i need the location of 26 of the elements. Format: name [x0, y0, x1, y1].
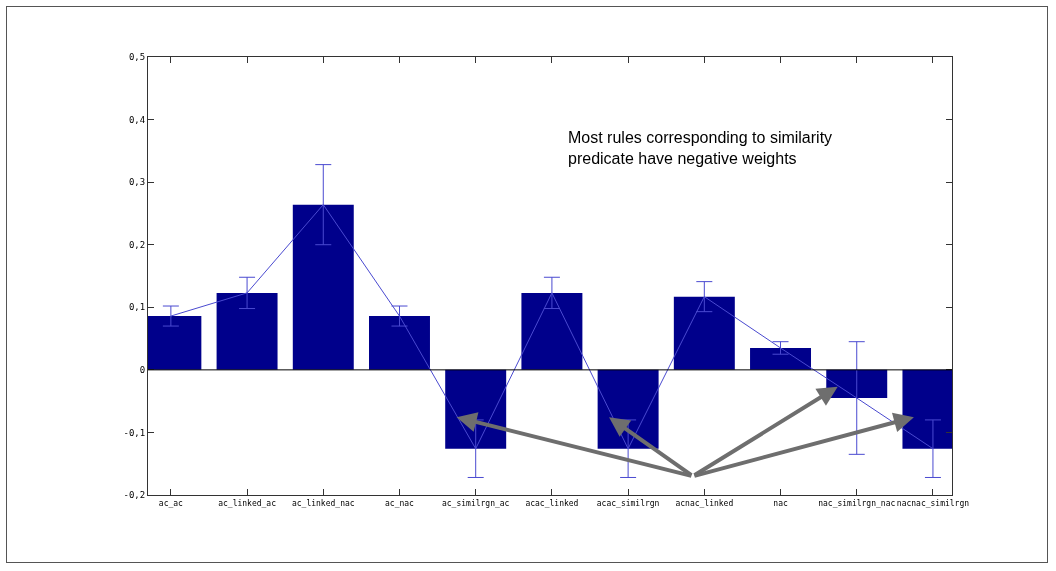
x-tick-label: ac_nac — [385, 498, 415, 508]
bar — [369, 316, 430, 370]
x-tick-label: nac_similrgn_nac — [818, 498, 896, 508]
bar — [292, 204, 354, 370]
x-tick-label: ac_linked_ac — [218, 498, 277, 508]
y-tick-label: 0 — [139, 365, 146, 376]
x-tick-label: nacnac_similrgn — [896, 498, 970, 508]
bar — [750, 347, 812, 370]
x-tick-label: acac_linked — [525, 498, 579, 508]
y-tick-label: 0,4 — [128, 114, 146, 125]
y-tick-label: 0,3 — [128, 177, 146, 188]
y-tick-label: 0,2 — [128, 239, 146, 250]
x-tick-label: ac_ac — [158, 498, 184, 508]
x-tick-label: nac — [773, 498, 788, 508]
bar — [521, 292, 583, 370]
y-tick-label: -0,2 — [123, 490, 146, 501]
x-tick-label: acnac_linked — [675, 498, 734, 508]
y-tick-label: 0,1 — [128, 302, 146, 313]
x-tick-label: ac_similrgn_ac — [441, 498, 510, 508]
y-tick-label: -0,1 — [123, 427, 146, 438]
bar — [673, 296, 735, 370]
annotation: Most rules corresponding to similarity predicate have negative weights — [568, 129, 833, 167]
bar — [216, 292, 278, 370]
y-tick-label: 0,5 — [128, 52, 146, 63]
x-tick-label: ac_linked_nac — [291, 498, 355, 508]
x-tick-label: acac_similrgn — [596, 498, 660, 508]
